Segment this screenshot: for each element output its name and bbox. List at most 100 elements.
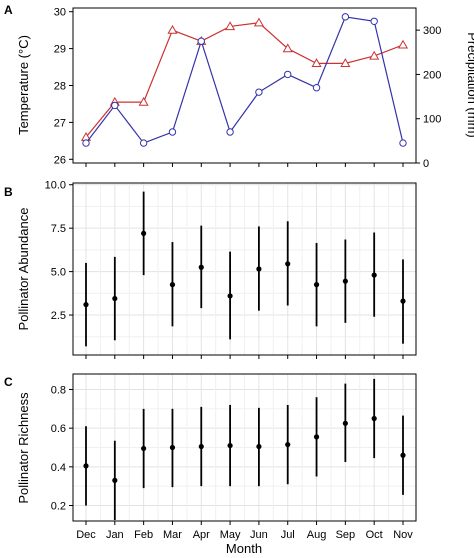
precipitation-point-mar bbox=[168, 128, 177, 136]
panel-b-error-bars bbox=[83, 191, 406, 347]
mean-point-jan bbox=[112, 477, 118, 483]
y-tick-label: 30 bbox=[54, 7, 66, 19]
x-axis-label: Month bbox=[226, 541, 262, 556]
panel-c: C Pollinator Richness 0.2 0.4 0.6 0.8 Dec Ja… bbox=[4, 373, 417, 541]
mean-point-oct bbox=[371, 272, 377, 278]
mean-point-apr bbox=[198, 443, 204, 450]
mean-point-dec bbox=[83, 302, 89, 308]
precipitation-point-may bbox=[226, 128, 234, 136]
precipitation-point-dec bbox=[82, 139, 90, 147]
mean-point-may bbox=[227, 293, 233, 299]
panel-b-y-axis-label: Pollinator Abundance bbox=[16, 208, 31, 331]
mean-point-nov bbox=[400, 452, 406, 458]
x-tick-label-sep: Sep bbox=[336, 529, 356, 541]
y-tick-label: 26 bbox=[54, 154, 66, 166]
y-tick-label: 2.5 bbox=[51, 310, 66, 322]
temperature-point-jun bbox=[253, 17, 264, 27]
panel-c-frame bbox=[72, 373, 417, 522]
precipitation-point-sep bbox=[341, 13, 350, 21]
x-tick-label-jul: Jul bbox=[281, 529, 295, 541]
mean-point-sep bbox=[342, 278, 348, 284]
panel-c-grid bbox=[73, 374, 416, 521]
right-y-tick-label: 0 bbox=[423, 158, 429, 170]
x-tick-label-feb: Feb bbox=[134, 529, 153, 541]
panel-a-label: A bbox=[4, 3, 13, 17]
x-tick-label-jun: Jun bbox=[250, 529, 268, 541]
mean-point-jun bbox=[256, 266, 262, 272]
precipitation-point-oct bbox=[370, 17, 378, 25]
mean-point-mar bbox=[169, 444, 176, 451]
panel-c-label: C bbox=[4, 375, 13, 389]
precipitation-point-feb bbox=[139, 139, 148, 147]
mean-point-nov bbox=[400, 298, 406, 304]
panel-c-y-ticks: 0.2 0.4 0.6 0.8 bbox=[51, 384, 73, 513]
temperature-point-mar bbox=[167, 24, 178, 34]
panel-c-x-ticks: Dec Jan Feb Mar Apr May Jun Jul Aug Sep Oct Nov bbox=[76, 521, 413, 541]
mean-point-jul bbox=[285, 261, 291, 267]
y-tick-label: 10.0 bbox=[45, 180, 66, 192]
temperature-point-sep bbox=[340, 58, 351, 68]
right-y-tick-label: 200 bbox=[423, 69, 441, 81]
panel-a-x-ticks bbox=[85, 163, 404, 167]
mean-point-mar bbox=[169, 282, 176, 288]
panel-a-frame bbox=[72, 7, 417, 164]
panel-a: A Temperature (°C) Precipitation (mm) 26… bbox=[4, 3, 474, 170]
panel-a-right-ticks: 0 100 200 300 bbox=[416, 25, 441, 170]
precipitation-point-apr bbox=[197, 37, 205, 45]
mean-point-apr bbox=[198, 264, 204, 270]
right-y-tick-label: 300 bbox=[423, 25, 441, 37]
panel-a-series bbox=[80, 13, 409, 147]
mean-point-may bbox=[227, 442, 233, 449]
mean-point-aug bbox=[313, 282, 320, 288]
mean-point-feb bbox=[141, 445, 147, 452]
precipitation-point-jan bbox=[111, 101, 119, 110]
temperature-point-aug bbox=[311, 58, 322, 68]
panel-b-x-ticks bbox=[85, 355, 404, 359]
x-tick-label-oct: Oct bbox=[366, 529, 383, 541]
y-tick-label: 0.6 bbox=[51, 423, 66, 435]
mean-point-jan bbox=[112, 295, 118, 302]
precipitation-point-jun bbox=[255, 88, 263, 96]
panel-c-error-bars bbox=[83, 378, 406, 521]
x-tick-label-may: May bbox=[220, 529, 241, 541]
panel-a-left-ticks: 26 27 28 29 30 bbox=[54, 7, 73, 166]
y-tick-label: 28 bbox=[54, 81, 66, 93]
panel-b-label: B bbox=[4, 185, 13, 199]
x-tick-label-aug: Aug bbox=[307, 529, 327, 541]
temperature-point-oct bbox=[369, 50, 380, 60]
precipitation-point-aug bbox=[312, 84, 321, 92]
mean-point-jun bbox=[256, 443, 262, 450]
temperature-point-may bbox=[225, 21, 236, 31]
mean-point-dec bbox=[83, 463, 89, 469]
panel-c-y-axis-label: Pollinator Richness bbox=[16, 392, 31, 504]
x-tick-label-mar: Mar bbox=[163, 529, 182, 541]
temperature-point-feb bbox=[138, 96, 149, 106]
precipitation-point-nov bbox=[399, 139, 407, 147]
x-tick-label-nov: Nov bbox=[393, 529, 413, 541]
y-tick-label: 27 bbox=[54, 117, 66, 129]
series-line-temperature bbox=[85, 22, 404, 138]
x-tick-label-apr: Apr bbox=[193, 529, 210, 541]
mean-point-oct bbox=[371, 415, 377, 422]
panel-b-y-ticks: 2.5 5.0 7.5 10.0 bbox=[45, 180, 73, 322]
panel-b: B Pollinator Abundance 2.5 5.0 7.5 10.0 bbox=[4, 180, 417, 359]
x-tick-label-dec: Dec bbox=[76, 529, 96, 541]
mean-point-jul bbox=[285, 441, 291, 448]
series-line-precipitation bbox=[85, 16, 404, 144]
mean-point-aug bbox=[313, 434, 320, 440]
y-tick-label: 5.0 bbox=[51, 267, 66, 279]
precipitation-point-jul bbox=[284, 70, 292, 79]
panel-a-right-axis-label: Precipitation (mm) bbox=[465, 32, 474, 137]
y-tick-label: 0.2 bbox=[51, 501, 66, 513]
temperature-point-jul bbox=[282, 43, 293, 53]
y-tick-label: 0.8 bbox=[51, 384, 66, 396]
y-tick-label: 7.5 bbox=[51, 223, 66, 235]
y-tick-label: 29 bbox=[54, 44, 66, 56]
panel-b-frame bbox=[72, 182, 417, 356]
right-y-tick-label: 100 bbox=[423, 114, 441, 126]
panel-a-y-axis-label: Temperature (°C) bbox=[16, 35, 31, 135]
mean-point-sep bbox=[342, 420, 348, 426]
x-tick-label-jan: Jan bbox=[106, 529, 124, 541]
temperature-point-nov bbox=[397, 39, 409, 49]
